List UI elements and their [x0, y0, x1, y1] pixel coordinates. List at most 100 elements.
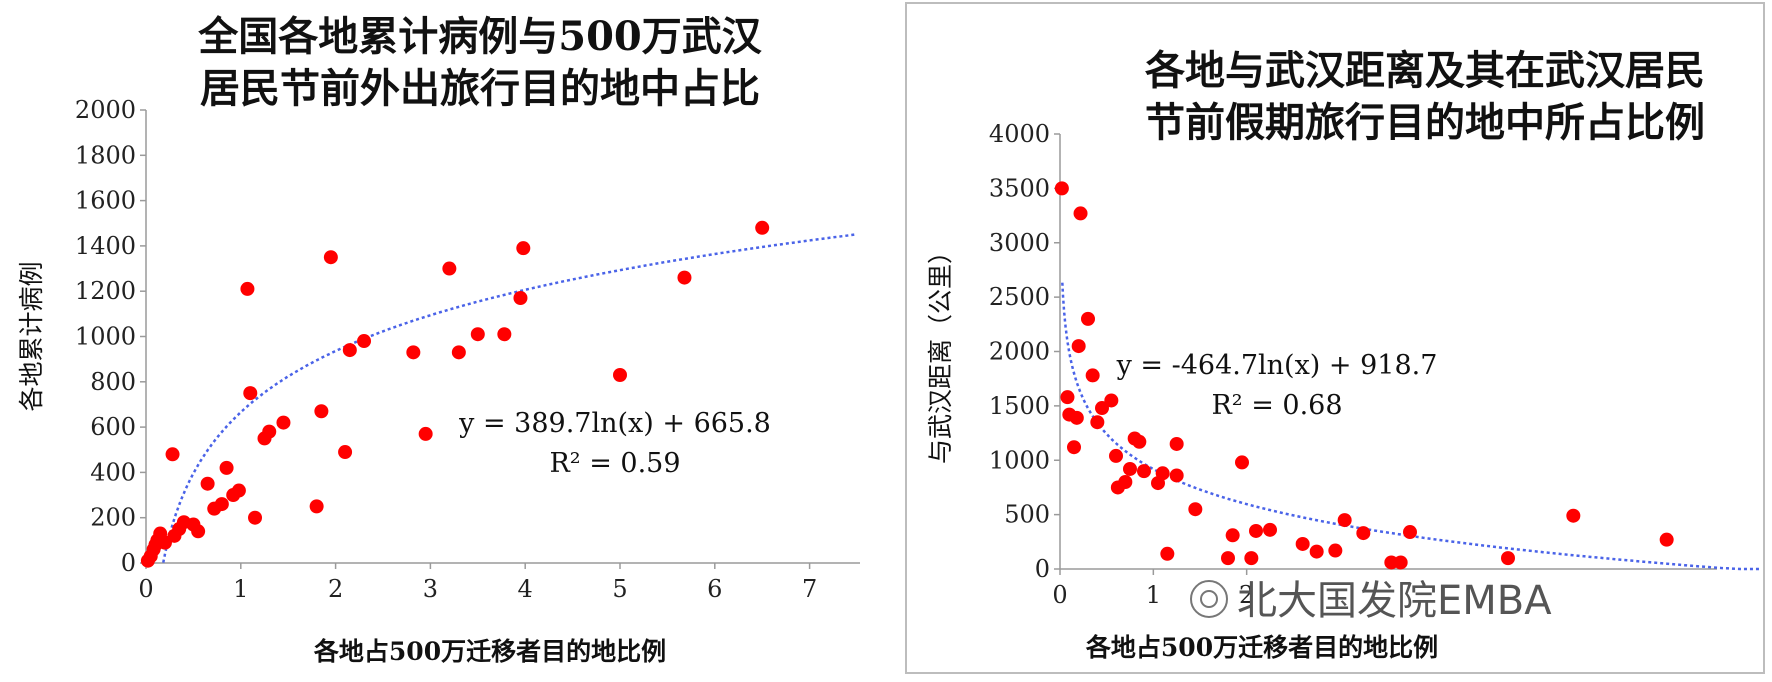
data-point	[418, 426, 433, 441]
y-tick-label: 600	[90, 413, 136, 441]
data-point	[1155, 466, 1170, 481]
right-chart-panel: 各地与武汉距离及其在武汉居民 节前假期旅行目的地中所占比例 0 500 1000 1500…	[905, 2, 1765, 674]
data-point	[1132, 434, 1147, 449]
y-tick-label: 2500	[989, 283, 1050, 311]
data-point	[1067, 440, 1081, 455]
chart-title-line: 全国各地累计病例与500万武汉	[197, 13, 762, 60]
data-point	[1295, 536, 1310, 551]
data-point	[1081, 311, 1095, 326]
x-tick-label: 6	[707, 575, 722, 603]
y-tick-label: 1000	[989, 446, 1050, 474]
data-point	[1659, 532, 1674, 547]
data-point	[1309, 544, 1324, 559]
data-point	[1403, 525, 1417, 540]
y-axis-label: 各地累计病例	[17, 261, 46, 411]
y-tick-label: 4000	[989, 120, 1050, 148]
data-point	[1235, 455, 1249, 470]
x-tick-label: 5	[612, 575, 627, 603]
data-point	[231, 483, 246, 498]
left-chart-panel: 全国各地累计病例与500万武汉 居民节前外出旅行目的地中占比 0 200 400 600 8…	[0, 0, 890, 678]
x-tick-label: 3	[423, 575, 438, 603]
data-point	[1073, 206, 1088, 221]
data-point	[1249, 523, 1263, 538]
x-tick-label: 4	[518, 575, 533, 603]
y-tick-label: 1200	[75, 277, 136, 305]
x-axis-label: 各地占500万迁移者目的地比例	[1085, 633, 1438, 662]
data-point	[357, 334, 372, 349]
data-point	[1188, 502, 1203, 517]
data-point	[309, 499, 324, 514]
y-tick-label: 1400	[75, 232, 136, 260]
y-tick-label: 500	[1004, 501, 1050, 529]
y-tick-label: 0	[121, 549, 136, 577]
watermark-text: 北大国发院EMBA	[1237, 578, 1552, 624]
trendline	[162, 233, 858, 563]
x-tick-label: 0	[1052, 581, 1067, 609]
watermark-logo-inner	[1200, 590, 1218, 608]
data-point	[1263, 522, 1277, 537]
data-point	[1328, 543, 1343, 558]
data-point	[1090, 415, 1105, 430]
data-point	[1104, 393, 1119, 408]
x-tick-label: 1	[1146, 581, 1161, 609]
data-point	[214, 497, 229, 512]
data-point	[1393, 555, 1408, 570]
x-tick-label: 0	[138, 575, 153, 603]
data-point	[1169, 468, 1184, 483]
data-point	[338, 445, 353, 460]
data-point	[613, 368, 627, 383]
y-tick-label: 800	[90, 368, 136, 396]
y-tick-label: 200	[90, 504, 136, 532]
data-point	[276, 415, 291, 430]
data-point	[1109, 448, 1123, 463]
data-point	[1244, 551, 1259, 566]
data-point	[1123, 461, 1137, 476]
data-point	[1069, 410, 1084, 425]
data-point	[342, 343, 357, 358]
y-tick-label: 1000	[75, 323, 136, 351]
chart-title-line: 节前假期旅行目的地中所占比例	[1145, 99, 1705, 146]
data-point	[1169, 436, 1184, 451]
data-point	[1054, 181, 1069, 196]
x-tick-label: 7	[802, 575, 817, 603]
data-point	[1501, 551, 1515, 566]
data-point	[191, 524, 206, 539]
data-point	[1160, 546, 1175, 561]
data-point	[470, 327, 485, 342]
data-point	[323, 250, 338, 265]
y-axis-label: 与武汉距离（公里）	[926, 239, 955, 464]
x-tick-label: 2	[328, 575, 343, 603]
data-point	[1337, 513, 1352, 528]
trend-equation: y = -464.7ln(x) + 918.7	[1116, 350, 1438, 381]
data-point	[1060, 390, 1075, 405]
data-point	[406, 345, 421, 360]
data-point	[1118, 475, 1133, 489]
x-tick-label: 1	[233, 575, 248, 603]
chart-title-line: 居民节前外出旅行目的地中占比	[200, 65, 760, 112]
y-tick-label: 2000	[75, 96, 136, 124]
x-tick-label: 2	[1239, 581, 1254, 609]
data-point	[1085, 368, 1100, 383]
data-point	[1071, 339, 1086, 354]
watermark-logo-icon	[1190, 580, 1228, 618]
trend-equation: y = 389.7ln(x) + 665.8	[458, 408, 771, 439]
data-point	[516, 241, 531, 256]
y-tick-label: 1500	[989, 392, 1050, 420]
data-point	[513, 290, 528, 305]
y-tick-label: 400	[90, 458, 136, 486]
data-point	[200, 476, 215, 491]
y-tick-label: 1600	[75, 187, 136, 215]
data-point	[1225, 528, 1240, 543]
y-tick-label: 3000	[989, 229, 1050, 257]
data-point	[165, 447, 180, 462]
data-point	[497, 327, 512, 342]
y-tick-label: 0	[1035, 555, 1050, 583]
data-point	[219, 460, 234, 475]
data-point	[248, 510, 263, 525]
data-point	[240, 281, 255, 296]
data-point	[1566, 508, 1581, 523]
data-point	[243, 386, 258, 401]
data-point	[262, 424, 277, 439]
